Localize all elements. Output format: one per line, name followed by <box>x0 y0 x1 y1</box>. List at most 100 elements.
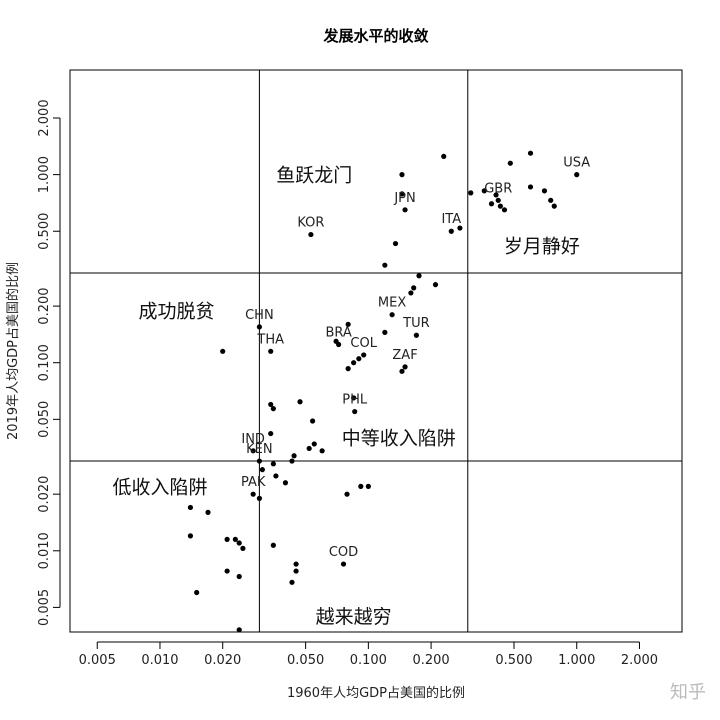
country-label: ZAF <box>392 348 417 363</box>
data-point <box>574 172 580 178</box>
data-point <box>268 430 274 437</box>
data-point <box>270 542 276 548</box>
y-tick-label: 0.100 <box>37 344 52 381</box>
data-point <box>488 201 495 207</box>
data-point <box>382 329 388 335</box>
country-label: PAK <box>241 475 266 490</box>
data-point <box>340 561 347 567</box>
x-tick-label: 0.005 <box>79 653 116 668</box>
y-tick-label: 0.500 <box>37 213 52 250</box>
data-point <box>282 480 289 486</box>
data-point <box>270 406 276 412</box>
data-point <box>293 568 299 574</box>
y-tick-label: 0.200 <box>37 287 52 324</box>
x-tick-label: 0.050 <box>287 653 324 668</box>
data-point <box>220 348 226 354</box>
x-tick-label: 0.020 <box>204 653 241 668</box>
data-point <box>308 231 314 238</box>
data-point <box>408 290 414 296</box>
data-point <box>250 448 256 454</box>
data-point <box>289 579 295 585</box>
data-point <box>236 573 242 580</box>
region-label: 岁月静好 <box>504 235 580 257</box>
plot-frame <box>69 69 683 633</box>
y-tick-label: 0.050 <box>37 401 52 438</box>
data-point <box>358 483 364 489</box>
data-point <box>356 356 362 362</box>
country-label: USA <box>563 156 590 171</box>
zhihu-watermark: 知乎 <box>670 682 706 703</box>
data-point <box>399 368 405 374</box>
country-label: MEX <box>378 296 406 311</box>
data-point <box>306 445 312 452</box>
data-point <box>361 352 367 358</box>
data-point <box>382 262 388 268</box>
data-point <box>224 568 230 574</box>
data-point <box>497 203 503 209</box>
region-label: 成功脱贫 <box>138 300 214 322</box>
data-point <box>240 545 246 551</box>
y-tick-label: 0.020 <box>37 476 52 513</box>
data-point <box>527 150 534 156</box>
x-axis-label: 1960年人均GDP占美国的比例 <box>287 685 465 701</box>
data-point <box>411 285 417 291</box>
country-label: TUR <box>402 316 430 331</box>
data-point <box>293 561 299 567</box>
data-point <box>441 153 447 160</box>
data-point <box>527 184 534 190</box>
country-label: COD <box>329 545 358 560</box>
y-tick-label: 2.000 <box>37 99 52 136</box>
data-point <box>311 441 317 447</box>
x-tick-label: 2.000 <box>621 653 658 668</box>
data-point <box>541 188 548 194</box>
data-point <box>416 273 422 279</box>
data-point <box>236 540 242 546</box>
data-point <box>256 324 263 330</box>
data-point <box>448 228 454 234</box>
x-tick-label: 0.010 <box>141 653 178 668</box>
data-point <box>309 418 316 424</box>
data-point <box>187 533 194 539</box>
data-point <box>273 473 279 479</box>
data-point <box>268 401 274 408</box>
data-points <box>187 150 580 633</box>
data-point <box>468 190 474 196</box>
data-point <box>345 321 351 327</box>
data-point <box>413 332 419 338</box>
y-axis-label: 2019年人均GDP占美国的比例 <box>5 262 21 440</box>
region-label: 越来越穷 <box>316 606 392 628</box>
country-label: JPN <box>393 191 415 206</box>
data-point <box>551 203 557 209</box>
data-point <box>256 458 263 464</box>
data-point <box>457 225 463 231</box>
data-point <box>291 453 297 459</box>
data-point <box>270 461 276 467</box>
x-axis: 0.005 0.010 0.020 0.050 0.100 0.200 0.500 1.000… <box>79 641 658 668</box>
y-tick-label: 1.000 <box>37 156 52 193</box>
data-point <box>399 191 405 197</box>
x-tick-label: 0.100 <box>350 653 387 668</box>
y-tick-label: 0.010 <box>37 532 52 569</box>
country-label: PHL <box>342 393 368 408</box>
y-tick-label: 0.005 <box>37 589 52 626</box>
x-tick-label: 0.200 <box>412 653 449 668</box>
y-axis: 0.005 0.010 0.020 0.050 0.100 0.200 0.500 1.000… <box>37 99 61 626</box>
data-point <box>402 207 408 213</box>
country-label: KEN <box>246 442 272 457</box>
quadrant-divider-lines <box>70 70 682 632</box>
country-label: ITA <box>441 212 461 227</box>
country-label: GBR <box>484 181 512 196</box>
data-point <box>389 312 395 318</box>
data-point <box>268 348 274 354</box>
region-label: 鱼跃龙门 <box>276 165 352 187</box>
data-point <box>432 282 439 288</box>
data-point <box>224 536 230 542</box>
data-point <box>236 627 242 633</box>
chart-title: 发展水平的收敛 <box>322 27 428 45</box>
data-point <box>493 192 499 198</box>
data-point <box>232 536 238 542</box>
data-point <box>481 188 487 194</box>
data-point <box>392 240 399 247</box>
data-point <box>507 160 513 166</box>
